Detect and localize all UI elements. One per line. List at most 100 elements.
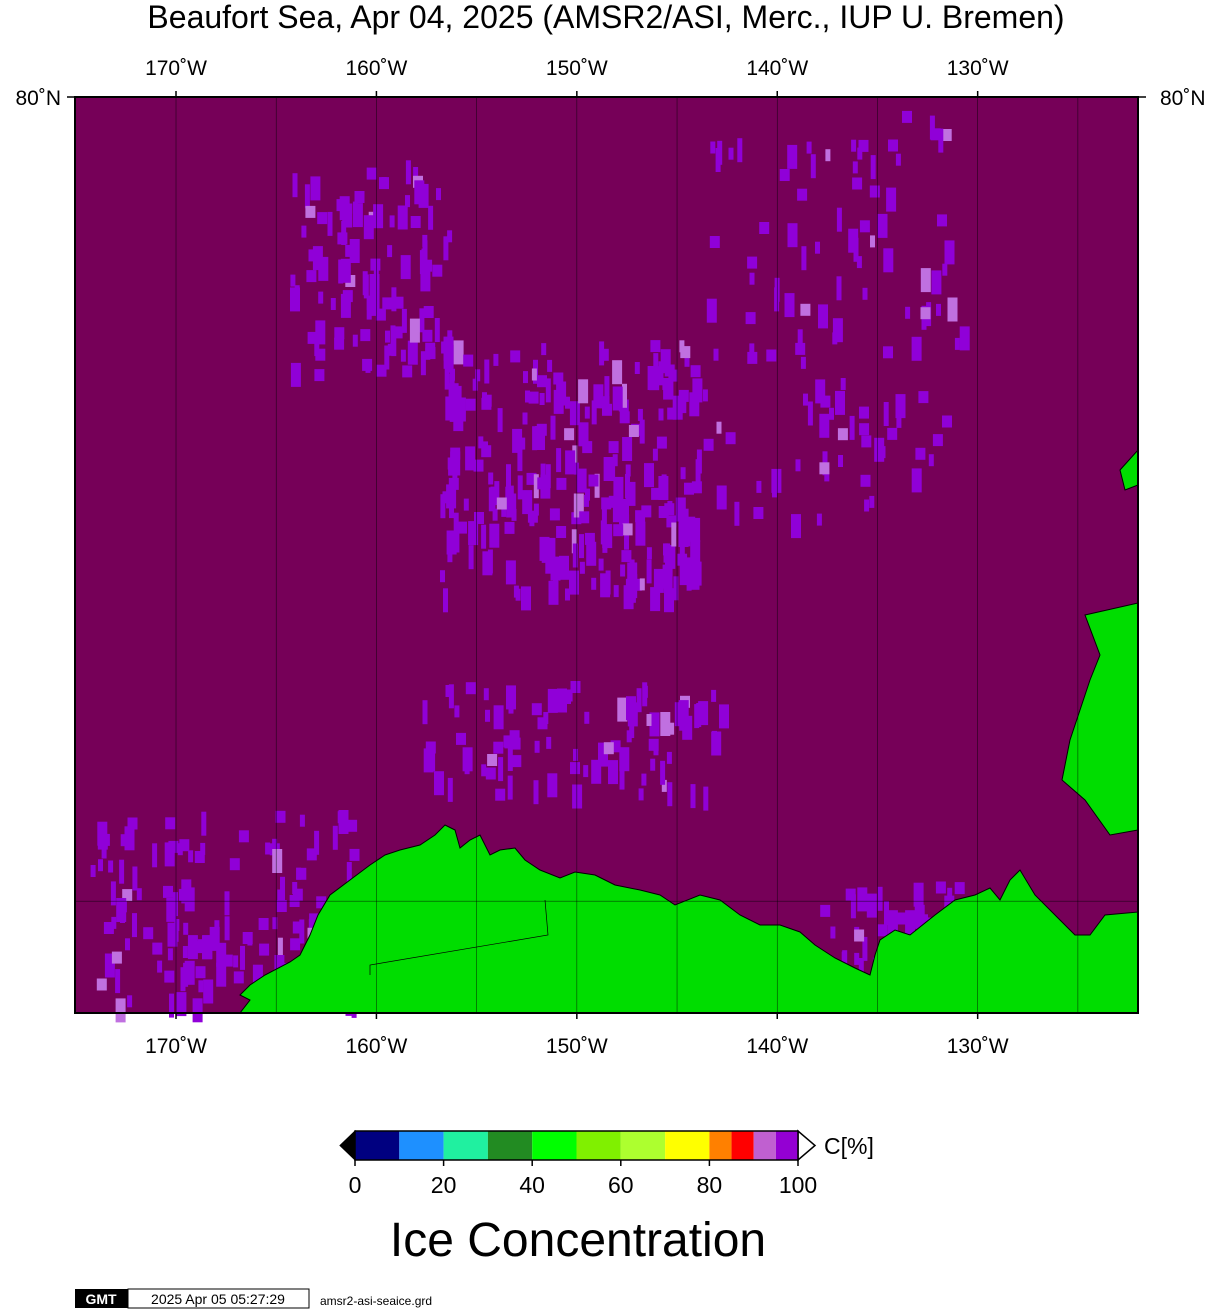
ice-texture (787, 144, 798, 169)
ice-texture (911, 336, 922, 361)
ice-texture (869, 185, 880, 198)
ice-texture (229, 858, 240, 871)
ice-texture (905, 306, 911, 319)
ice-texture (463, 354, 474, 367)
ice-texture (463, 498, 469, 511)
ice-texture (454, 528, 460, 553)
lon-label: 140˚W (746, 57, 808, 80)
ice-texture (615, 497, 621, 522)
ice-texture (825, 149, 831, 162)
ice-texture (354, 191, 365, 203)
ice-texture (402, 365, 413, 378)
ice-texture (422, 329, 433, 342)
ice-texture (667, 782, 673, 807)
ice-texture (853, 237, 859, 262)
ice-texture (127, 995, 133, 1008)
ice-texture (626, 730, 632, 743)
ice-texture (473, 459, 484, 472)
ice-texture (504, 736, 510, 749)
ice-texture (449, 397, 460, 422)
ice-texture (734, 501, 740, 526)
ice-texture (453, 512, 459, 537)
ice-texture (913, 882, 924, 907)
ice-texture (608, 760, 618, 785)
ice-texture (216, 942, 227, 967)
ice-texture (384, 345, 390, 370)
ice-texture (652, 448, 658, 461)
ice-texture (192, 998, 203, 1023)
colorbar-segment (399, 1131, 444, 1160)
ice-texture (465, 446, 476, 471)
ice-texture (334, 337, 345, 350)
ice-texture (639, 578, 645, 591)
colorbar-tick-label: 80 (697, 1172, 723, 1198)
ice-texture (818, 304, 828, 329)
ice-texture (660, 349, 671, 374)
colorbar-segment (753, 1131, 776, 1160)
ice-texture (644, 463, 654, 488)
file-name: amsr2-asi-seaice.grd (320, 1294, 432, 1308)
ice-texture (315, 320, 326, 345)
ice-texture (662, 564, 673, 589)
ice-texture (664, 364, 675, 377)
ice-texture (929, 115, 935, 140)
ice-texture (572, 543, 578, 568)
ice-texture (493, 353, 499, 366)
ice-texture (690, 784, 696, 809)
ice-texture (556, 448, 562, 473)
ice-texture (632, 574, 638, 599)
ice-texture (747, 351, 758, 364)
ice-texture (452, 456, 458, 481)
ice-texture (101, 846, 107, 859)
ice-texture (338, 259, 344, 284)
ice-texture (622, 523, 633, 536)
ice-texture (540, 463, 546, 476)
ice-texture (340, 293, 351, 318)
ice-texture (938, 128, 944, 153)
ice-texture (194, 851, 205, 863)
ice-texture (275, 810, 286, 823)
ice-texture (475, 369, 481, 382)
ice-texture (422, 259, 433, 272)
ice-texture (845, 888, 856, 901)
ice-texture (481, 397, 492, 410)
ice-texture (553, 372, 564, 385)
ice-texture (725, 432, 736, 445)
ice-texture (666, 515, 677, 528)
ice-texture (860, 474, 871, 487)
ice-texture (877, 924, 888, 937)
ice-texture (448, 477, 459, 490)
ice-texture (541, 343, 547, 356)
ice-texture (666, 751, 672, 764)
ice-texture (90, 865, 96, 877)
ice-texture (954, 882, 965, 895)
ice-texture (857, 147, 863, 160)
colorbar-over (797, 1129, 817, 1162)
ice-texture (859, 220, 870, 233)
ice-texture (537, 717, 548, 730)
ice-texture (690, 540, 701, 565)
ice-texture (612, 360, 623, 385)
ice-texture (152, 843, 158, 868)
ice-texture (816, 513, 822, 526)
ice-texture (521, 586, 531, 611)
ice-texture (858, 958, 864, 982)
ice-texture (432, 264, 443, 277)
timestamp: 2025 Apr 05 05:27:29 (151, 1291, 285, 1307)
ice-texture (501, 504, 507, 517)
ice-texture (586, 541, 597, 566)
ice-texture (318, 256, 329, 281)
ice-texture (877, 213, 888, 238)
ice-texture (622, 437, 633, 461)
ice-texture (382, 297, 393, 310)
ice-texture (407, 340, 418, 365)
ice-texture (716, 485, 727, 510)
ice-texture (533, 780, 539, 805)
ice-texture (547, 773, 558, 798)
logo-box (75, 1289, 128, 1308)
ice-texture (413, 167, 419, 179)
ice-texture (624, 537, 629, 550)
ice-texture (422, 700, 428, 725)
ice-texture (679, 561, 690, 586)
ice-texture (672, 369, 678, 382)
